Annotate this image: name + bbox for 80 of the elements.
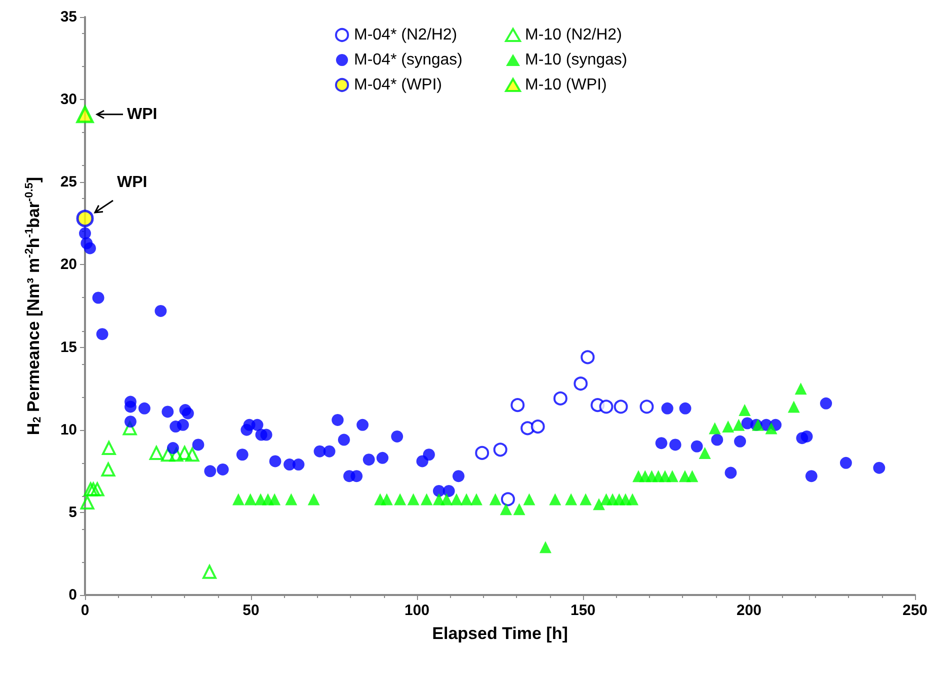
point [102,441,116,456]
point [580,493,592,506]
point [686,470,698,482]
point [626,493,638,506]
point [161,448,175,462]
point [440,493,453,506]
point [244,493,256,506]
annotation: WPI [127,106,158,123]
point [614,400,628,414]
x-tick-label: 50 [242,602,260,619]
y-tick-label: 25 [60,174,77,191]
point [738,404,751,416]
point [268,493,281,506]
point [698,446,711,459]
point [394,493,406,506]
legend-label: M-04* (N2/H2) [354,26,458,44]
point [202,564,216,579]
legend-label: M-10 (syngas) [525,52,628,68]
point [475,446,490,460]
point [460,493,472,506]
point [76,210,94,228]
point [86,482,100,496]
y-tick-label: 30 [60,91,77,108]
text: H2 Permeance [Nm³ m-2h-1bar-0.5] [24,176,44,436]
legend-label: M-04* (WPI) [354,76,442,94]
point [666,470,678,482]
point [407,493,420,506]
point [565,493,578,506]
point [101,462,116,476]
point [580,350,595,364]
y-tick-label: 20 [60,256,77,274]
x-tick-label: 150 [570,602,596,619]
point [149,446,164,460]
point [420,493,433,506]
point [380,493,393,506]
x-axis-title: Elapsed Time [h] [432,624,568,643]
x-tick-label: 100 [404,602,430,619]
point [539,541,552,554]
point [794,382,807,395]
x-tick-label: 0 [80,602,90,619]
point [553,391,568,406]
point [500,492,515,506]
point [574,376,588,391]
point [185,448,200,462]
y-tick-label: 35 [60,8,77,26]
point [450,493,463,506]
point [788,400,800,413]
point [232,493,244,506]
y-tick-label: 5 [68,504,77,521]
point [549,493,562,506]
point [530,420,545,434]
point [592,498,605,510]
point [500,503,512,516]
x-tick-label: 250 [902,602,928,619]
point [470,493,482,506]
point [308,493,320,506]
point [708,422,721,434]
legend-label: M-10 (N2/H2) [525,26,622,44]
point [732,418,745,431]
point [84,482,98,496]
point [640,400,654,414]
point [285,493,298,506]
point [178,446,192,460]
y-tick-label: 10 [60,421,77,438]
legend-label: M-04* (syngas) [354,52,462,68]
x-tick-label: 200 [736,602,762,619]
point [76,106,94,124]
point [599,400,614,414]
point [493,442,508,457]
y-tick-label: 0 [68,586,77,604]
point [513,503,526,516]
legend-label: M-10 (WPI) [525,76,607,94]
annotation: WPI [117,174,148,191]
y-tick-label: 15 [60,338,77,356]
point [523,493,536,506]
point [722,420,734,433]
point [90,482,104,496]
point [510,398,525,412]
point [80,496,94,510]
point [489,493,502,506]
